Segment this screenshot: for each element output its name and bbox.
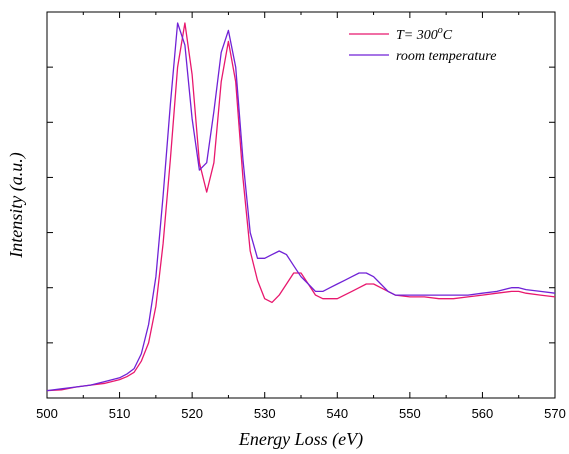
y-axis-ticks — [47, 11, 555, 399]
x-tick-label: 500 — [36, 406, 58, 421]
plot-series — [46, 22, 556, 392]
x-tick-label: 570 — [544, 406, 566, 421]
x-axis-title: Energy Loss (eV) — [238, 429, 363, 450]
x-tick-label: 520 — [181, 406, 203, 421]
plot-frame — [46, 11, 556, 399]
series-line-t300 — [46, 22, 556, 392]
x-tick-label: 550 — [399, 406, 421, 421]
y-axis-title: Intensity (a.u.) — [6, 152, 27, 258]
series-line-room — [46, 22, 556, 392]
legend-label-room: room temperature — [396, 49, 496, 64]
legend-label-t300: T= 300oC — [396, 25, 453, 43]
x-tick-label: 540 — [326, 406, 348, 421]
legend: T= 300oC room temperature — [349, 25, 496, 64]
x-tick-label: 560 — [472, 406, 494, 421]
x-axis-ticks: 500 510 520 530 540 550 560 570 — [36, 12, 566, 421]
x-tick-label: 530 — [254, 406, 276, 421]
x-tick-label: 510 — [109, 406, 131, 421]
